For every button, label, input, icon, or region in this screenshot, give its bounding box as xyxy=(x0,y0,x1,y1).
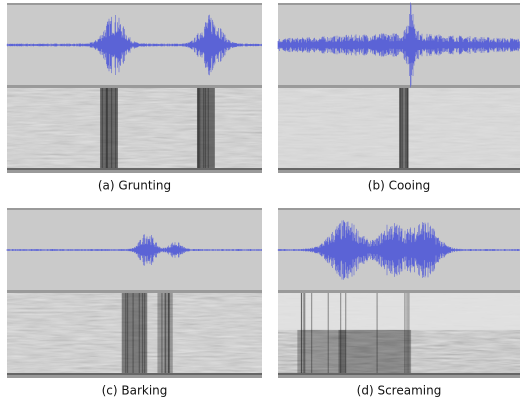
caption: (b) Cooing xyxy=(368,179,430,193)
caption: (c) Barking xyxy=(102,384,168,398)
spectrogram-edge xyxy=(7,373,262,375)
spectrogram-band xyxy=(339,330,412,375)
spectrogram-edge xyxy=(7,168,262,170)
spectrogram-wash xyxy=(7,88,262,170)
caption: (a) Grunting xyxy=(98,179,171,193)
caption: (d) Screaming xyxy=(357,384,442,398)
spectrogram-edge xyxy=(278,168,520,170)
panel: (d) Screaming xyxy=(278,208,520,398)
spectrogram-top xyxy=(278,293,520,330)
panel: (b) Cooing xyxy=(278,3,520,193)
spectrogram-edge xyxy=(278,373,520,375)
figure: (a) Grunting (b) Cooing (c) Barking (d) Scr… xyxy=(0,0,528,404)
panel: (c) Barking xyxy=(7,208,262,398)
panel: (a) Grunting xyxy=(7,3,262,193)
